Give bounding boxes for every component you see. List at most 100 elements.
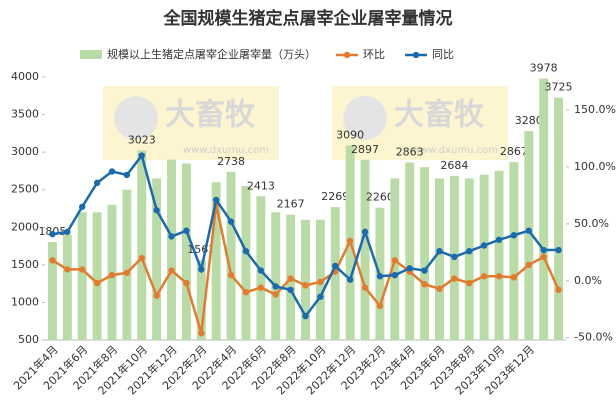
marker [555, 286, 562, 294]
bar [122, 189, 132, 340]
bar [137, 150, 147, 340]
legend-label: 规模以上生猪定点屠宰企业屠宰量（万头） [107, 47, 316, 61]
marker [376, 273, 384, 280]
marker [272, 291, 279, 298]
bar [464, 178, 474, 340]
y2-tick-label: 50.0% [574, 217, 609, 230]
data-label: 2269 [321, 190, 349, 203]
marker [525, 261, 532, 269]
bar [271, 212, 281, 340]
bar [494, 170, 504, 340]
marker [346, 237, 354, 245]
watermark-logo [343, 96, 387, 140]
data-label: 2738 [217, 155, 245, 168]
y-tick-label: 4000 [11, 70, 39, 83]
marker [272, 283, 279, 290]
data-label: 2897 [351, 143, 379, 156]
bar [77, 212, 87, 340]
chart-title: 全国规模生猪定点屠宰企业屠宰量情况 [163, 8, 453, 29]
legend-label: 环比 [363, 48, 385, 61]
marker [391, 271, 399, 279]
marker [198, 266, 205, 273]
data-label: 2167 [277, 198, 305, 211]
data-label: 3978 [530, 62, 558, 75]
marker [436, 247, 443, 255]
marker [391, 257, 399, 264]
marker [302, 312, 309, 320]
y-tick-label: 1500 [11, 258, 39, 271]
marker [108, 168, 116, 175]
marker [495, 236, 503, 244]
marker [242, 288, 250, 296]
marker [49, 257, 56, 264]
marker [153, 207, 160, 214]
marker [79, 203, 86, 210]
marker [495, 273, 503, 280]
marker [257, 267, 265, 274]
bar [211, 182, 221, 340]
marker [466, 279, 473, 287]
y-tick-label: 1000 [11, 295, 39, 308]
marker [466, 247, 473, 255]
marker [198, 329, 205, 337]
marker [421, 267, 428, 274]
bar [47, 241, 57, 340]
marker [123, 269, 131, 277]
marker [168, 267, 175, 274]
data-label: 2413 [247, 179, 275, 192]
marker [108, 271, 116, 279]
marker [287, 275, 294, 282]
marker [451, 275, 458, 282]
data-label: 2867 [500, 145, 528, 158]
watermark-url: www.dxumu.com [183, 145, 269, 156]
y-tick-label: 3000 [11, 145, 39, 158]
marker [93, 279, 101, 287]
watermark-text: 大畜牧 [165, 98, 256, 133]
data-label: 2863 [396, 145, 424, 158]
marker [525, 227, 532, 234]
y2-tick-label: 150.0% [574, 103, 616, 116]
y2-tick-label: 100.0% [574, 160, 616, 173]
marker [287, 286, 294, 294]
bar [539, 78, 549, 341]
bar [62, 234, 72, 340]
marker [64, 228, 71, 236]
marker [480, 242, 488, 249]
marker [138, 152, 145, 159]
marker [317, 278, 324, 286]
marker [540, 246, 547, 254]
data-label: 2684 [440, 159, 468, 172]
bar [181, 163, 191, 340]
marker [480, 273, 488, 280]
marker [123, 171, 131, 179]
marker [153, 292, 160, 299]
bar [92, 212, 102, 340]
marker [361, 284, 369, 291]
bar [167, 159, 176, 340]
y-tick-label: 500 [18, 333, 39, 346]
bar [226, 171, 236, 340]
marker [510, 232, 518, 239]
marker [242, 247, 250, 255]
bar [405, 162, 415, 340]
bar [554, 97, 564, 341]
marker [227, 271, 235, 279]
watermark-logo [114, 96, 158, 140]
marker [64, 266, 71, 273]
marker [93, 179, 101, 187]
bar [360, 159, 370, 340]
y2-tick-label: -50.0% [574, 331, 613, 344]
marker [451, 253, 458, 261]
watermark-url: www.dxumu.com [412, 145, 498, 156]
data-label: 3090 [336, 128, 364, 141]
data-label: 3725 [545, 81, 573, 94]
marker [376, 302, 384, 310]
bar [301, 219, 310, 340]
marker [227, 218, 235, 225]
marker [555, 246, 562, 254]
bar [241, 185, 251, 340]
marker [302, 282, 309, 289]
bar [479, 174, 489, 340]
marker [79, 266, 86, 273]
marker [540, 253, 547, 261]
